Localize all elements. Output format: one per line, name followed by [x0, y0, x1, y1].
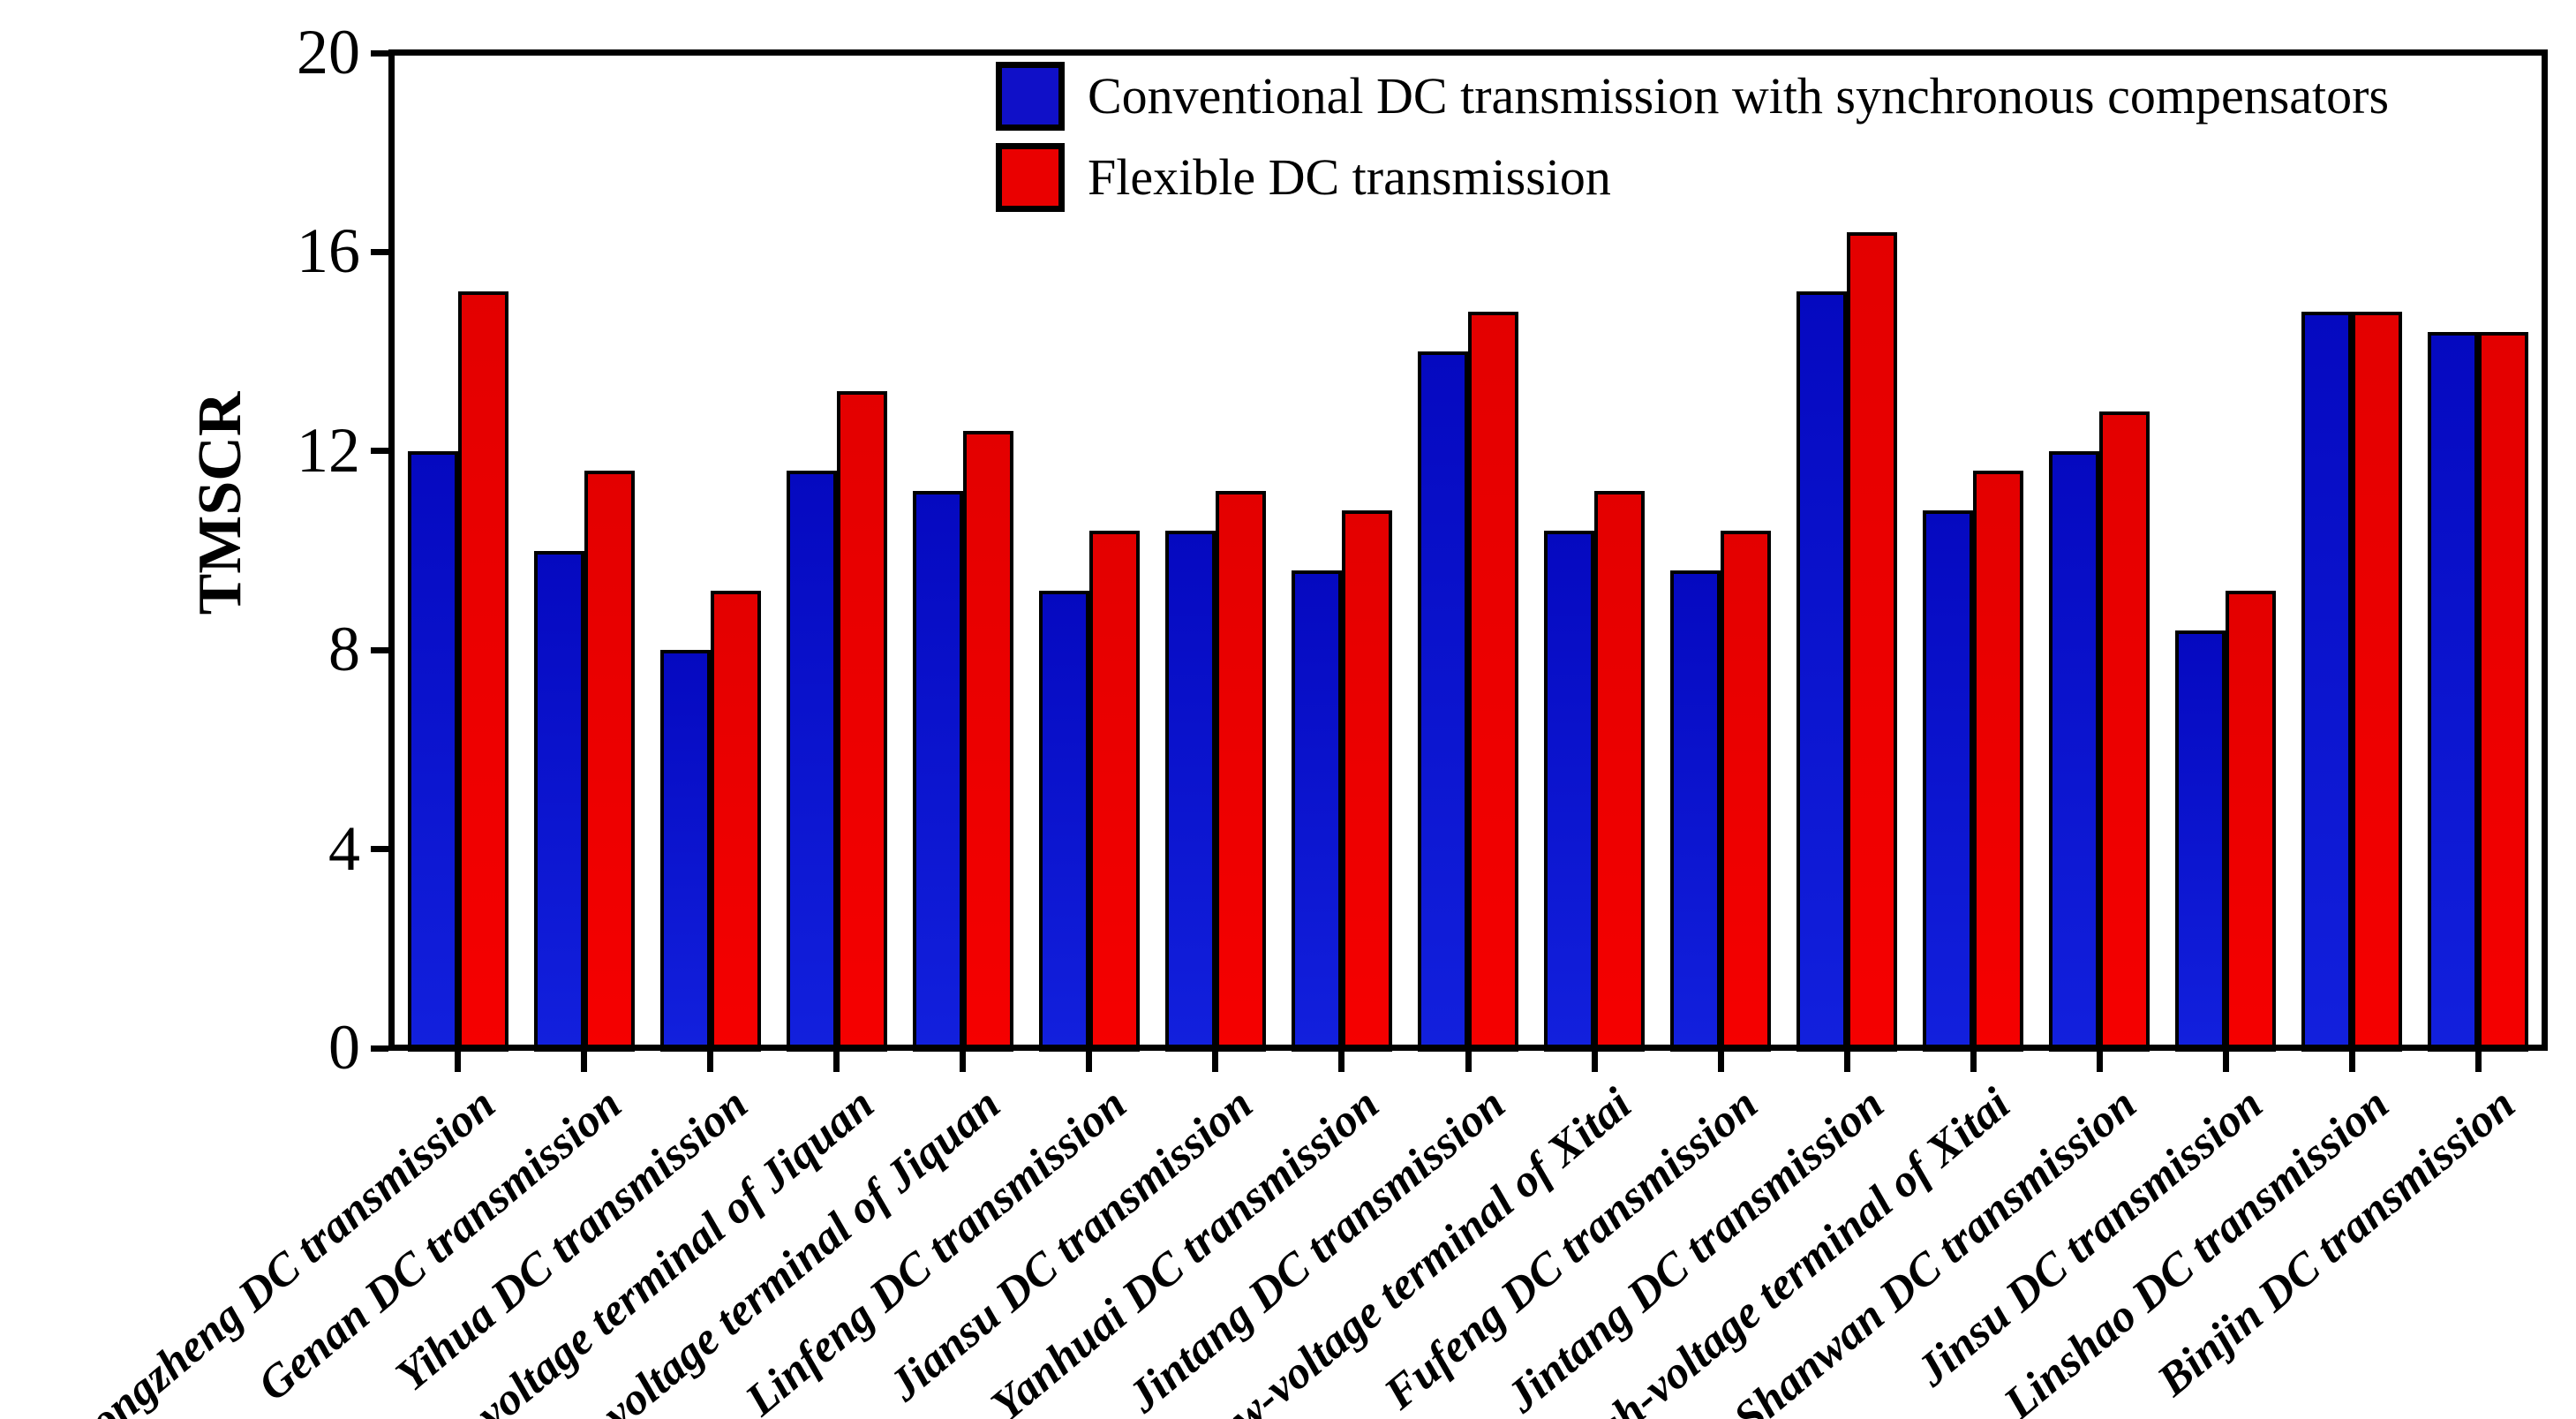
x-tick [581, 1051, 588, 1072]
legend: Conventional DC transmission with synchr… [996, 62, 2389, 224]
y-tick-label: 20 [297, 17, 360, 87]
x-tick [2474, 1051, 2482, 1072]
legend-item-conventional: Conventional DC transmission with synchr… [996, 62, 2389, 131]
bar-blue [1670, 570, 1721, 1052]
y-tick-label: 16 [297, 215, 360, 287]
bar-red [1468, 312, 1518, 1052]
bar-red [1594, 490, 1646, 1052]
y-tick [371, 646, 388, 653]
y-tick [371, 448, 388, 455]
bar-blue [659, 650, 711, 1052]
bar-blue [1544, 530, 1595, 1052]
plot-frame [388, 49, 2548, 1051]
x-tick [2222, 1051, 2229, 1072]
legend-item-flexible: Flexible DC transmission [996, 143, 2389, 212]
bar-blue [1796, 291, 1848, 1052]
x-tick [1086, 1051, 1093, 1072]
y-tick [371, 846, 388, 853]
y-tick [371, 1045, 388, 1052]
x-tick [1591, 1051, 1598, 1072]
bar-blue [2049, 450, 2100, 1052]
bar-blue [2428, 331, 2479, 1052]
x-tick [1843, 1051, 1850, 1072]
bar-blue [1038, 590, 1089, 1052]
legend-swatch-red [996, 143, 1065, 212]
bar-blue [2175, 630, 2226, 1052]
legend-label: Flexible DC transmission [1088, 148, 1611, 206]
bar-red [1847, 231, 1898, 1052]
legend-swatch-blue [996, 62, 1065, 131]
x-tick [2096, 1051, 2103, 1072]
bar-red [2099, 411, 2150, 1052]
legend-label: Conventional DC transmission with synchr… [1088, 67, 2390, 125]
y-tick [371, 248, 388, 255]
bar-blue [1418, 351, 1468, 1052]
bar-red [962, 431, 1013, 1052]
x-tick [1465, 1051, 1472, 1072]
bar-blue [1291, 570, 1342, 1052]
bar-red [710, 590, 761, 1052]
x-tick [1717, 1051, 1724, 1072]
bar-red [836, 391, 887, 1052]
y-tick-label: 8 [328, 614, 360, 685]
bar-red [1341, 510, 1392, 1052]
y-tick [371, 49, 388, 57]
bar-blue [786, 471, 837, 1052]
x-tick [1212, 1051, 1219, 1072]
y-tick-label: 0 [328, 1012, 360, 1083]
bar-blue [1164, 530, 1216, 1052]
y-tick-label: 12 [297, 414, 360, 486]
bar-red [457, 291, 508, 1052]
bar-blue [2301, 312, 2353, 1052]
y-tick-label: 4 [328, 812, 360, 884]
bar-blue [407, 450, 458, 1052]
bar-blue [1923, 510, 1974, 1052]
x-tick [707, 1051, 714, 1072]
x-tick [1338, 1051, 1345, 1072]
bar-blue [533, 550, 584, 1052]
x-tick [960, 1051, 967, 1072]
bar-red [2226, 590, 2277, 1052]
x-tick [2348, 1051, 2355, 1072]
x-tick [1970, 1051, 1977, 1072]
x-tick [455, 1051, 462, 1072]
bar-red [2478, 331, 2529, 1052]
bar-red [584, 471, 635, 1052]
x-tick [833, 1051, 840, 1072]
bar-red [2352, 312, 2403, 1052]
bar-red [1973, 471, 2024, 1052]
bar-blue [912, 490, 963, 1052]
